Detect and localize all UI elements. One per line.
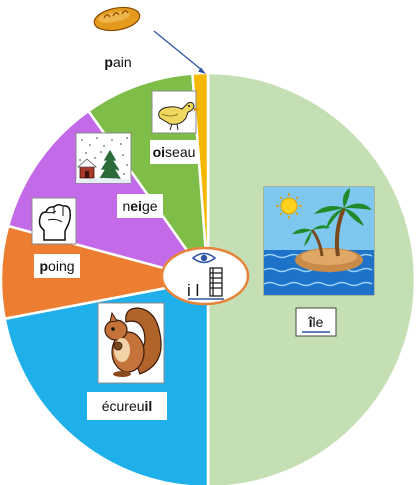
word-label-box-3	[117, 194, 163, 218]
word-label-box-2	[34, 254, 80, 278]
word-label-text-0: île	[308, 314, 324, 330]
word-label-1: écureuil	[87, 392, 167, 420]
word-label-3: neige	[117, 194, 163, 218]
word-label-text-2: poing	[39, 258, 74, 274]
island-icon	[263, 186, 375, 296]
word-label-box-5	[97, 50, 139, 74]
center-letters: i l	[187, 281, 199, 300]
word-label-text-3: neige	[122, 198, 157, 214]
word-label-box-1	[87, 392, 167, 420]
word-label-text-4: oiseau	[153, 144, 196, 160]
pain-pointer-arrow	[153, 30, 206, 74]
word-label-2: poing	[34, 254, 80, 278]
eye-icon	[191, 252, 217, 264]
word-label-box-4	[150, 140, 198, 164]
squirrel-icon	[97, 302, 165, 384]
bird-icon	[151, 90, 199, 134]
slice-labels: île écureuil poing neige oiseau pain	[34, 50, 337, 420]
center-badge: i l	[160, 246, 250, 306]
word-label-text-5: pain	[104, 54, 131, 70]
fist-icon	[31, 197, 77, 245]
word-label-5: pain	[97, 50, 139, 74]
snow-house-icon	[75, 132, 132, 184]
bread-icon	[93, 6, 141, 32]
word-label-4: oiseau	[150, 140, 198, 164]
word-label-text-1: écureuil	[102, 398, 153, 414]
letter-box-icon	[209, 267, 223, 297]
word-label-0: île	[295, 307, 337, 337]
